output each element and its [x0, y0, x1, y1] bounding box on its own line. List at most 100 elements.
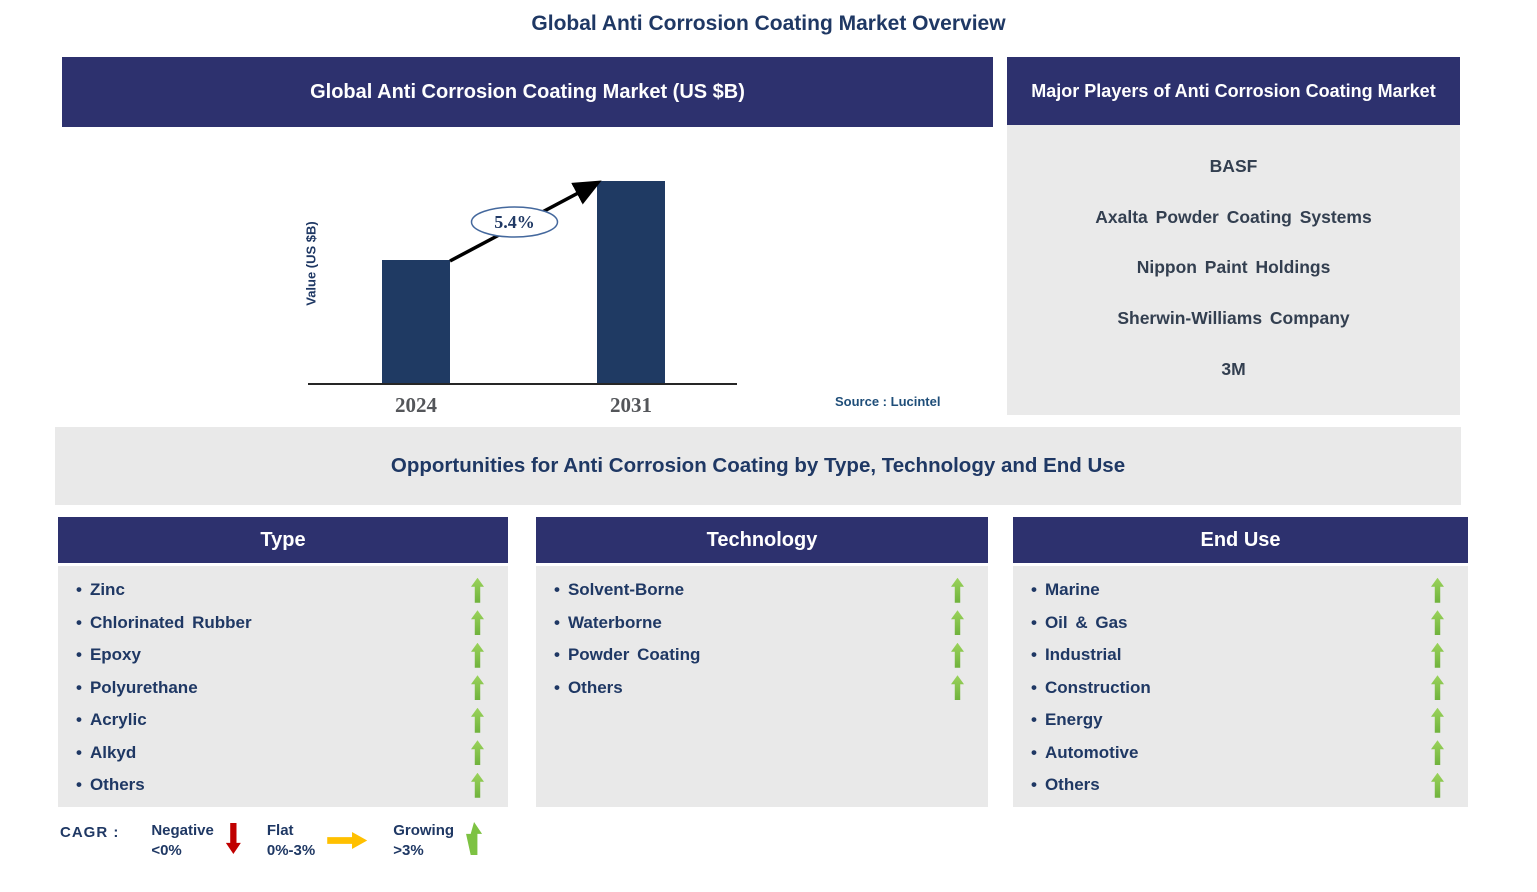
type-column: Type Zinc Chlorinated Rubber Epoxy Polyuret… — [58, 517, 508, 807]
market-chart-plot-area: Value (US $B) 2024 2031 5.4% Source : Luc… — [62, 127, 993, 417]
item-label: Industrial — [1031, 645, 1122, 665]
item-label: Construction — [1031, 678, 1151, 698]
player-name: Axalta Powder Coating Systems — [1095, 206, 1372, 227]
legend-range: >3% — [393, 842, 424, 859]
growing-up-arrow-icon — [471, 675, 484, 701]
list-item: Energy — [1031, 704, 1452, 737]
list-item: Polyurethane — [76, 672, 492, 705]
bar-2031 — [597, 181, 665, 383]
growing-up-arrow-icon — [1431, 707, 1444, 733]
growing-up-arrow-icon — [951, 577, 964, 603]
y-axis-label: Value (US $B) — [303, 221, 319, 306]
legend-entry-text: Growing >3% — [393, 821, 454, 861]
list-item: Alkyd — [76, 737, 492, 770]
major-players-panel: Major Players of Anti Corrosion Coating … — [1007, 57, 1460, 415]
player-name: Sherwin-Williams Company — [1117, 308, 1350, 329]
cagr-value-label: 5.4% — [494, 212, 535, 232]
growing-up-arrow-icon — [471, 772, 484, 798]
legend-entry: Growing >3% — [393, 821, 483, 861]
list-item: Zinc — [76, 574, 492, 607]
growing-up-arrow-icon — [1431, 610, 1444, 636]
item-label: Marine — [1031, 580, 1100, 600]
growing-up-arrow-icon — [471, 740, 484, 766]
growing-up-arrow-icon — [1431, 675, 1444, 701]
item-label: Chlorinated Rubber — [76, 613, 252, 633]
cagr-ellipse — [470, 206, 559, 238]
item-label: Alkyd — [76, 743, 136, 763]
market-chart-header: Global Anti Corrosion Coating Market (US… — [62, 57, 993, 127]
growing-up-arrow-icon — [471, 707, 484, 733]
item-label: Oil & Gas — [1031, 613, 1128, 633]
list-item: Solvent-Borne — [554, 574, 972, 607]
list-item: Oil & Gas — [1031, 607, 1452, 640]
x-tick-label: 2031 — [610, 393, 652, 417]
growing-up-arrow-icon — [471, 642, 484, 668]
growing-up-arrow-icon — [951, 642, 964, 668]
cagr-legend-prefix: CAGR : — [60, 824, 120, 841]
up-arrow-icon — [466, 822, 483, 855]
item-label: Energy — [1031, 710, 1103, 730]
cagr-legend: CAGR : Negative <0% Flat 0%-3% Growing >3% — [60, 821, 508, 861]
item-label: Epoxy — [76, 645, 141, 665]
list-item: Epoxy — [76, 639, 492, 672]
growing-up-arrow-icon — [1431, 772, 1444, 798]
down-arrow-icon — [225, 823, 241, 854]
technology-column-header: Technology — [536, 517, 988, 563]
list-item: Others — [554, 672, 972, 705]
type-column-list: Zinc Chlorinated Rubber Epoxy Polyurethane A… — [58, 566, 508, 807]
cagr-arrow-annotation: 5.4% — [449, 180, 602, 263]
bar-2024 — [382, 260, 450, 383]
list-item: Others — [76, 769, 492, 802]
players-list: BASF Axalta Powder Coating Systems Nippon … — [1007, 125, 1460, 415]
growing-up-arrow-icon — [951, 675, 964, 701]
cagr-legend-entries: Negative <0% Flat 0%-3% Growing >3% — [151, 821, 508, 861]
legend-entry-text: Flat 0%-3% — [267, 821, 315, 861]
item-label: Others — [76, 775, 145, 795]
list-item: Chlorinated Rubber — [76, 607, 492, 640]
list-item: Automotive — [1031, 737, 1452, 770]
page-title: Global Anti Corrosion Coating Market Ove… — [531, 12, 1006, 35]
x-axis-line — [308, 383, 737, 385]
item-label: Solvent-Borne — [554, 580, 684, 600]
growing-up-arrow-icon — [471, 610, 484, 636]
market-chart-panel: Global Anti Corrosion Coating Market (US… — [62, 57, 993, 417]
legend-label: Flat — [266, 822, 294, 839]
source-note: Source : Lucintel — [835, 394, 941, 409]
list-item: Construction — [1031, 672, 1452, 705]
end-use-column-header: End Use — [1013, 517, 1468, 563]
legend-entry: Negative <0% — [151, 821, 241, 861]
growing-up-arrow-icon — [1431, 740, 1444, 766]
end-use-column: End Use Marine Oil & Gas Industrial Constru… — [1013, 517, 1468, 807]
technology-column-list: Solvent-Borne Waterborne Powder Coating Oth… — [536, 566, 988, 807]
list-item: Waterborne — [554, 607, 972, 640]
growing-up-arrow-icon — [471, 577, 484, 603]
item-label: Acrylic — [76, 710, 147, 730]
player-name: 3M — [1221, 359, 1246, 380]
list-item: Others — [1031, 769, 1452, 802]
item-label: Polyurethane — [76, 678, 198, 698]
opportunities-banner: Opportunities for Anti Corrosion Coating… — [55, 427, 1461, 505]
player-name: BASF — [1209, 155, 1258, 176]
item-label: Automotive — [1031, 743, 1139, 763]
legend-entry-text: Negative <0% — [151, 821, 214, 861]
type-column-header: Type — [58, 517, 508, 563]
list-item: Industrial — [1031, 639, 1452, 672]
item-label: Zinc — [76, 580, 125, 600]
growth-arrow-icon — [449, 180, 602, 263]
list-item: Powder Coating — [554, 639, 972, 672]
item-label: Waterborne — [554, 613, 662, 633]
growing-up-arrow-icon — [1431, 577, 1444, 603]
item-label: Others — [554, 678, 623, 698]
legend-label: Growing — [393, 822, 455, 839]
item-label: Powder Coating — [554, 645, 700, 665]
major-players-header: Major Players of Anti Corrosion Coating … — [1007, 57, 1460, 125]
legend-range: 0%-3% — [266, 842, 316, 859]
legend-entry: Flat 0%-3% — [267, 821, 368, 861]
legend-range: <0% — [151, 842, 182, 859]
x-tick-label: 2024 — [395, 393, 437, 417]
item-label: Others — [1031, 775, 1100, 795]
list-item: Marine — [1031, 574, 1452, 607]
player-name: Nippon Paint Holdings — [1136, 257, 1331, 278]
legend-label: Negative — [151, 822, 214, 839]
